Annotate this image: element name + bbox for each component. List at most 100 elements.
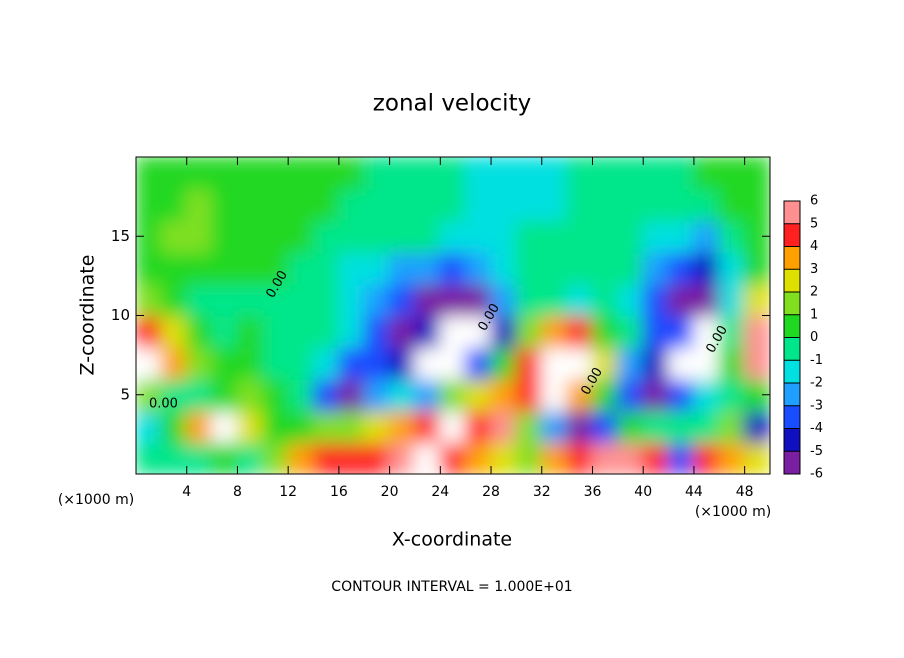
cell <box>515 282 543 317</box>
colorbar-segment <box>784 337 800 361</box>
cell <box>490 346 518 380</box>
cell <box>388 157 416 190</box>
colorbar-segment <box>784 246 800 270</box>
cell <box>136 314 163 349</box>
cell <box>464 409 493 444</box>
cell <box>591 314 619 349</box>
cell <box>642 346 670 380</box>
colorbar-label: 4 <box>810 239 818 254</box>
colorbar-segment <box>784 405 800 429</box>
cell <box>642 409 670 444</box>
cell <box>261 251 290 285</box>
cell <box>591 346 619 380</box>
cell <box>718 377 746 412</box>
footer: CONTOUR INTERVAL = 1.000E+01 <box>331 579 572 595</box>
cell <box>337 251 366 285</box>
cell <box>515 314 543 349</box>
cell <box>591 219 619 254</box>
cell <box>515 187 543 222</box>
cell <box>261 377 290 412</box>
cell <box>160 187 188 222</box>
cell <box>160 409 188 444</box>
cell <box>464 282 493 317</box>
cell <box>515 409 543 444</box>
cell <box>337 346 366 380</box>
cell <box>185 251 214 285</box>
cell <box>287 441 315 474</box>
x-tick-label: 4 <box>182 484 191 500</box>
cell <box>211 282 239 317</box>
cell <box>540 314 569 349</box>
cell <box>743 157 770 190</box>
cell <box>236 346 264 380</box>
x-tick-label: 8 <box>233 484 242 500</box>
cell <box>439 377 467 412</box>
cell <box>667 377 695 412</box>
cell <box>515 251 543 285</box>
cell <box>211 251 239 285</box>
cell <box>490 314 518 349</box>
cell <box>211 441 239 474</box>
cell <box>287 157 315 190</box>
cell <box>642 377 670 412</box>
cell <box>337 187 366 222</box>
cell <box>464 219 493 254</box>
cell <box>363 409 391 444</box>
cell <box>439 157 467 190</box>
cell <box>312 409 340 444</box>
cell <box>211 187 239 222</box>
cell <box>261 187 290 222</box>
cell <box>464 251 493 285</box>
cell <box>540 377 569 412</box>
cell <box>287 346 315 380</box>
colorbar-segment <box>784 269 800 292</box>
cell <box>616 346 645 380</box>
cell <box>439 409 467 444</box>
cell <box>312 282 340 317</box>
cell <box>616 314 645 349</box>
cell <box>312 187 340 222</box>
cell <box>363 219 391 254</box>
cell <box>211 377 239 412</box>
cell <box>718 157 746 190</box>
cell <box>540 219 569 254</box>
colorbar-segment <box>784 360 800 383</box>
cell <box>185 187 214 222</box>
cell <box>490 251 518 285</box>
cell <box>337 409 366 444</box>
cell <box>566 282 594 317</box>
cell <box>718 346 746 380</box>
cell <box>540 251 569 285</box>
colorbar-segment <box>784 428 800 452</box>
cell <box>388 282 416 317</box>
colorbar-label: 6 <box>810 194 818 209</box>
cell <box>185 219 214 254</box>
x-tick-label: 32 <box>533 484 551 500</box>
cell <box>185 377 214 412</box>
cell <box>211 219 239 254</box>
cell <box>312 314 340 349</box>
cell <box>464 157 493 190</box>
cell <box>616 441 645 474</box>
cell <box>464 377 493 412</box>
cell <box>642 251 670 285</box>
cell <box>616 219 645 254</box>
cell <box>363 441 391 474</box>
cell <box>515 346 543 380</box>
cell <box>160 346 188 380</box>
cell <box>439 441 467 474</box>
y-tick-label: 10 <box>111 306 130 324</box>
field-cells <box>136 157 770 474</box>
cell <box>363 251 391 285</box>
cell <box>211 157 239 190</box>
cell <box>540 346 569 380</box>
cell <box>261 314 290 349</box>
cell <box>261 409 290 444</box>
cell <box>692 377 721 412</box>
cell <box>490 441 518 474</box>
cell <box>591 251 619 285</box>
cell <box>413 282 442 317</box>
cell <box>136 282 163 317</box>
cell <box>616 377 645 412</box>
